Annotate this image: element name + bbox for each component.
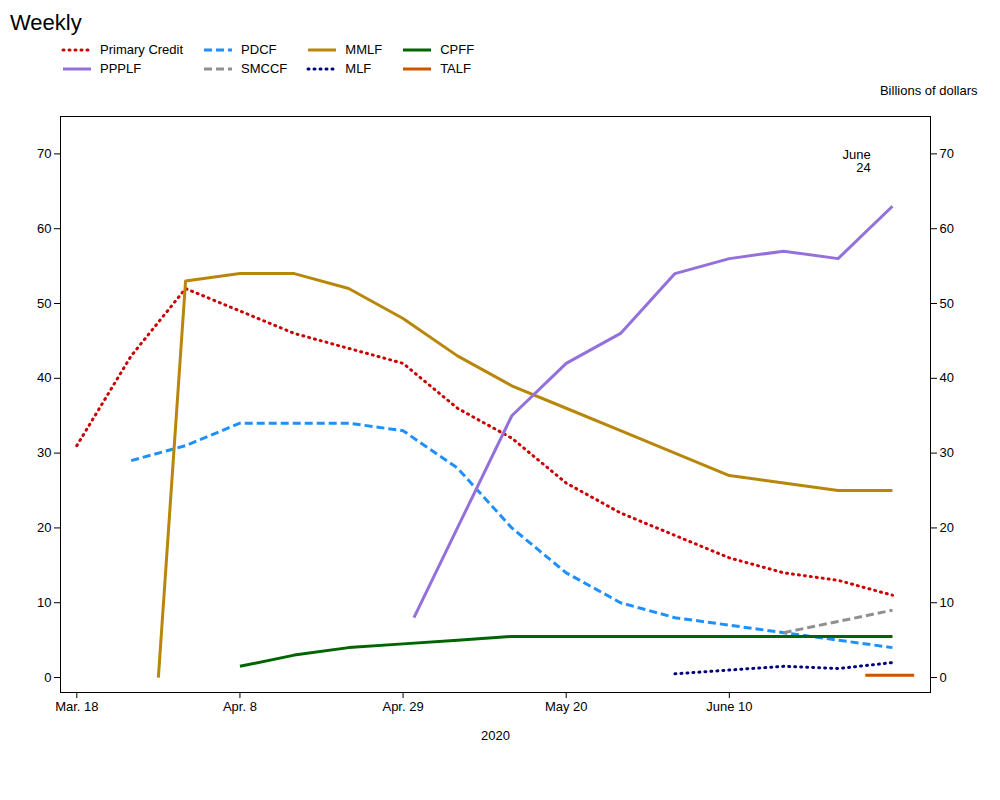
svg-text:10: 10 xyxy=(37,595,51,610)
svg-text:30: 30 xyxy=(37,445,51,460)
svg-text:70: 70 xyxy=(940,146,954,161)
svg-text:Mar. 18: Mar. 18 xyxy=(55,699,98,714)
html-text:MMLF: MMLF xyxy=(345,42,383,57)
svg-text:60: 60 xyxy=(940,221,954,236)
svg-text:May 20: May 20 xyxy=(545,699,588,714)
svg-text:30: 30 xyxy=(940,445,954,460)
svg-text:June 10: June 10 xyxy=(706,699,752,714)
svg-text:Apr. 29: Apr. 29 xyxy=(382,699,423,714)
svg-text:70: 70 xyxy=(37,146,51,161)
svg-text:60: 60 xyxy=(37,221,51,236)
svg-text:0: 0 xyxy=(44,670,51,685)
html-text:PPPLF: PPPLF xyxy=(100,61,142,76)
svg-text:50: 50 xyxy=(37,296,51,311)
html-text:Primary Credit: Primary Credit xyxy=(100,42,184,57)
svg-text:10: 10 xyxy=(940,595,954,610)
html-text:Weekly: Weekly xyxy=(10,10,82,35)
html-text:MLF: MLF xyxy=(345,61,372,76)
svg-text:40: 40 xyxy=(940,370,954,385)
html-text:TALF: TALF xyxy=(440,61,471,76)
svg-text:June24: June24 xyxy=(842,147,870,175)
html-text:CPFF: CPFF xyxy=(440,42,475,57)
html-text:PDCF: PDCF xyxy=(241,42,277,57)
svg-text:0: 0 xyxy=(940,670,947,685)
svg-text:Apr. 8: Apr. 8 xyxy=(223,699,257,714)
svg-text:Billions of dollars: Billions of dollars xyxy=(880,83,978,98)
svg-text:50: 50 xyxy=(940,296,954,311)
svg-text:20: 20 xyxy=(37,520,51,535)
svg-text:2020: 2020 xyxy=(481,728,510,743)
svg-text:40: 40 xyxy=(37,370,51,385)
svg-text:20: 20 xyxy=(940,520,954,535)
html-text:SMCCF: SMCCF xyxy=(241,61,288,76)
